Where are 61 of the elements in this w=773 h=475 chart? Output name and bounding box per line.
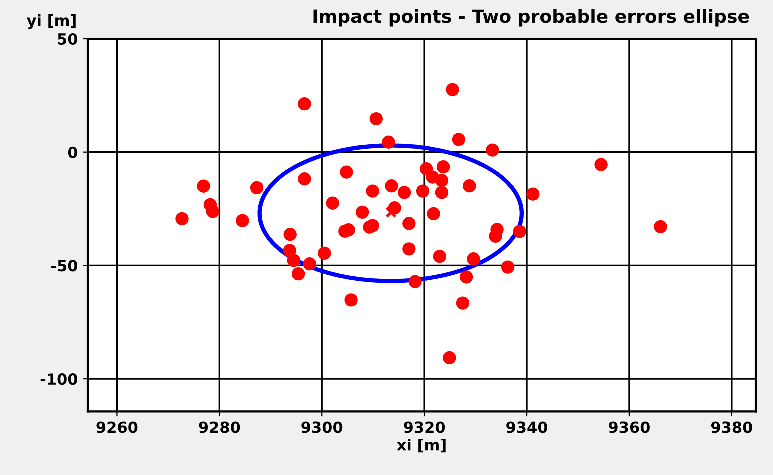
point xyxy=(298,172,312,186)
point xyxy=(463,180,476,193)
point xyxy=(486,144,500,157)
point xyxy=(236,214,250,228)
point xyxy=(250,181,264,195)
point xyxy=(318,246,332,260)
point xyxy=(398,186,412,200)
point xyxy=(206,205,220,218)
point xyxy=(303,258,316,271)
x-tick-label: 9380 xyxy=(711,422,752,434)
y-tick-label: 50 xyxy=(58,33,78,46)
point xyxy=(356,206,370,220)
point xyxy=(402,242,416,256)
point xyxy=(435,186,449,200)
point xyxy=(292,268,306,281)
point xyxy=(284,228,297,242)
point xyxy=(416,184,430,198)
point xyxy=(197,180,210,193)
point xyxy=(513,225,526,238)
point xyxy=(435,174,449,188)
point xyxy=(460,270,474,284)
x-tick-label: 9340 xyxy=(506,422,548,434)
point xyxy=(382,136,396,149)
point xyxy=(436,160,450,174)
point xyxy=(654,220,668,234)
point xyxy=(385,180,398,193)
x-tick-label: 9280 xyxy=(199,422,240,434)
point xyxy=(344,294,358,307)
point xyxy=(526,188,540,201)
point xyxy=(443,351,456,365)
x-tick-label: 9320 xyxy=(404,422,446,434)
point xyxy=(594,158,608,172)
point xyxy=(501,260,515,274)
x-tick-label: 9360 xyxy=(609,422,650,434)
point xyxy=(456,296,470,310)
point xyxy=(340,166,354,179)
point xyxy=(452,133,466,146)
point xyxy=(283,244,296,258)
point xyxy=(402,217,416,230)
point xyxy=(176,212,189,226)
point xyxy=(433,250,447,264)
y-tick-label: -100 xyxy=(40,374,78,386)
point xyxy=(370,112,383,126)
x-tick-label: 9260 xyxy=(96,422,138,434)
point xyxy=(363,220,376,234)
y-axis-title: yi [m] xyxy=(26,14,76,30)
point xyxy=(446,83,460,96)
point xyxy=(326,196,340,210)
chart-title: Impact points - Two probable errors ellipse xyxy=(314,9,750,27)
y-tick-label: 0 xyxy=(68,146,78,158)
point xyxy=(385,206,398,218)
y-tick-label: -50 xyxy=(52,260,78,272)
point xyxy=(427,207,440,221)
point xyxy=(287,254,301,268)
point xyxy=(366,184,380,198)
point xyxy=(408,275,422,288)
point xyxy=(298,97,312,111)
x-tick-label: 9300 xyxy=(302,422,343,434)
x-axis-title: xi [m] xyxy=(397,438,446,453)
point xyxy=(467,252,480,266)
point xyxy=(489,230,502,244)
